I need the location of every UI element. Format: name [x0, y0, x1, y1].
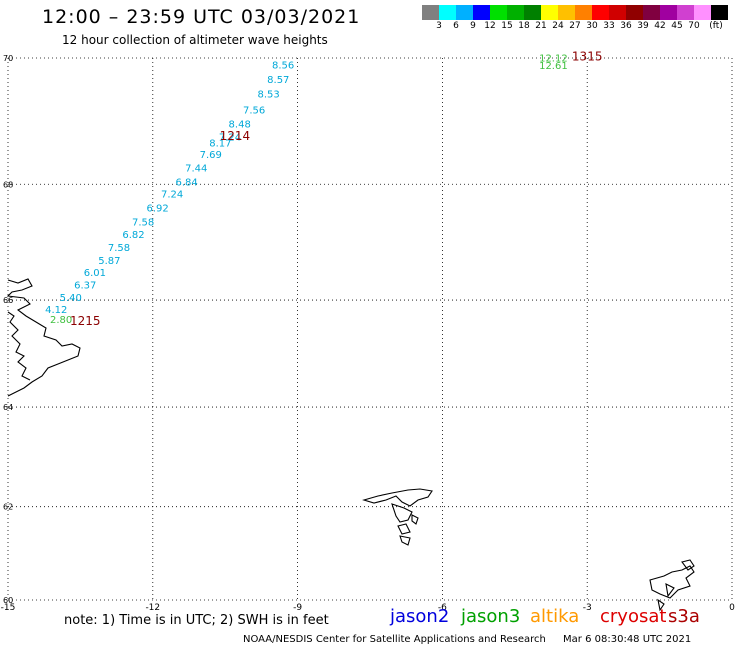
shetland-islands [649, 559, 695, 612]
color-swatch [541, 5, 558, 20]
color-scale-tick: 45 [671, 21, 683, 31]
page-title: 12:00 – 23:59 UTC 03/03/2021 [42, 6, 361, 28]
color-scale-tick: 3 [436, 21, 442, 31]
swh-value-jason3: 12.61 [539, 61, 568, 72]
color-scale-tick: 30 [586, 21, 598, 31]
page-subtitle: 12 hour collection of altimeter wave hei… [62, 33, 328, 47]
color-swatch [660, 5, 677, 20]
color-scale-tick: 24 [552, 21, 564, 31]
color-scale-tick: 42 [654, 21, 666, 31]
swh-value-jason2: 7.58 [132, 217, 154, 228]
lon-tick-label: -9 [293, 603, 302, 613]
iceland-east-coast [6, 278, 81, 397]
legend-cryosat: cryosat [600, 606, 667, 627]
axis-tick-labels: -15 -12 -9 -6 -3 0 70 68 66 64 62 60 [1, 54, 735, 613]
swh-value-jason2: 7.69 [200, 150, 222, 161]
lat-tick-label: 62 [3, 503, 13, 512]
legend-jason2: jason2 [390, 606, 450, 627]
swh-value-jason2: 8.17 [209, 138, 231, 149]
color-swatch [507, 5, 524, 20]
color-scale-tick: 36 [620, 21, 632, 31]
swh-value-jason2: 7.24 [161, 189, 183, 200]
color-swatch [456, 5, 473, 20]
color-swatch [490, 5, 507, 20]
lon-tick-label: 0 [729, 603, 735, 613]
pass-time-label: 1315 [572, 50, 603, 64]
color-scale-tick: 21 [535, 21, 547, 31]
swh-value-jason2: 6.01 [84, 268, 106, 279]
color-scale-tick: 6 [453, 21, 459, 31]
color-scale-tick: 27 [569, 21, 581, 31]
swh-value-jason2: 5.87 [98, 256, 120, 267]
swh-value-jason2: 6.82 [122, 230, 144, 241]
credit-text: NOAA/NESDIS Center for Satellite Applica… [243, 634, 546, 645]
credit-line: NOAA/NESDIS Center for Satellite Applica… [243, 634, 705, 645]
color-swatch [473, 5, 490, 20]
color-swatch [694, 5, 711, 20]
color-swatch [626, 5, 643, 20]
swh-value-jason2: 6.92 [146, 204, 168, 215]
swh-value-jason2: 8.48 [229, 120, 251, 131]
lon-tick-label: -6 [438, 603, 447, 613]
map-grid [7, 57, 733, 601]
color-scale-tick: 33 [603, 21, 615, 31]
swh-value-jason2: 8.53 [258, 90, 280, 101]
color-swatch [575, 5, 592, 20]
color-scale-tick: 15 [501, 21, 513, 31]
lat-tick-label: 68 [3, 180, 13, 189]
lat-tick-label: 64 [3, 403, 13, 412]
lon-tick-label: -3 [583, 603, 592, 613]
swh-value-jason2: 6.84 [175, 177, 197, 188]
color-swatch [609, 5, 626, 20]
footnote: note: 1) Time is in UTC; 2) SWH is in fe… [64, 613, 329, 628]
swh-value-jason2: 8.56 [272, 61, 294, 72]
color-scale-tick: 9 [470, 21, 476, 31]
observation-labels: 8.568.578.537.568.487.248.177.697.446.84… [45, 50, 602, 328]
faroe-islands [362, 488, 433, 546]
color-swatch [524, 5, 541, 20]
swh-value-jason2: 7.44 [185, 164, 207, 175]
color-swatch [422, 5, 439, 20]
color-scale-tick: 70 [688, 21, 700, 31]
swh-value-jason2: 5.40 [60, 293, 82, 304]
swh-value-jason2: 7.58 [108, 243, 130, 254]
swh-value-jason2: 7.24 [219, 133, 241, 144]
color-swatch [439, 5, 456, 20]
lat-tick-label: 60 [3, 596, 13, 605]
lon-tick-label: -15 [1, 603, 16, 613]
color-swatch [677, 5, 694, 20]
color-swatch [711, 5, 728, 20]
swh-value-jason2: 7.56 [243, 106, 265, 117]
timestamp: Mar 6 08:30:48 UTC 2021 [563, 634, 692, 645]
color-scale-swatches [422, 5, 740, 20]
coastlines [6, 278, 695, 612]
legend-altika: altika [530, 606, 580, 627]
swh-value-jason3: 2.80 [50, 315, 72, 326]
swh-value-jason2: 4.12 [45, 305, 67, 316]
color-swatch [558, 5, 575, 20]
color-scale-tick: 18 [518, 21, 530, 31]
legend-s3a: s3a [668, 606, 700, 627]
pass-time-label: 1215 [70, 314, 101, 328]
color-swatch [643, 5, 660, 20]
color-scale-tick: 39 [637, 21, 649, 31]
color-scale-tick: 12 [484, 21, 496, 31]
lat-tick-label: 66 [3, 296, 13, 305]
color-swatch [592, 5, 609, 20]
swh-value-jason2: 8.57 [267, 75, 289, 86]
pass-time-label: 1214 [220, 129, 251, 143]
color-scale-unit: (ft) [709, 21, 723, 31]
legend-jason3: jason3 [461, 606, 521, 627]
swh-value-jason2: 6.37 [74, 280, 96, 291]
lat-tick-label: 70 [3, 54, 13, 63]
wave-height-color-scale: 3 6 9 12 15 18 21 24 27 30 33 36 39 42 45 70 (ft) [422, 5, 740, 34]
lon-tick-label: -12 [145, 603, 160, 613]
swh-value-jason3: 12.12 [539, 53, 568, 64]
color-scale-ticks: 3 6 9 12 15 18 21 24 27 30 33 36 39 42 45 70 (ft) [422, 20, 740, 34]
